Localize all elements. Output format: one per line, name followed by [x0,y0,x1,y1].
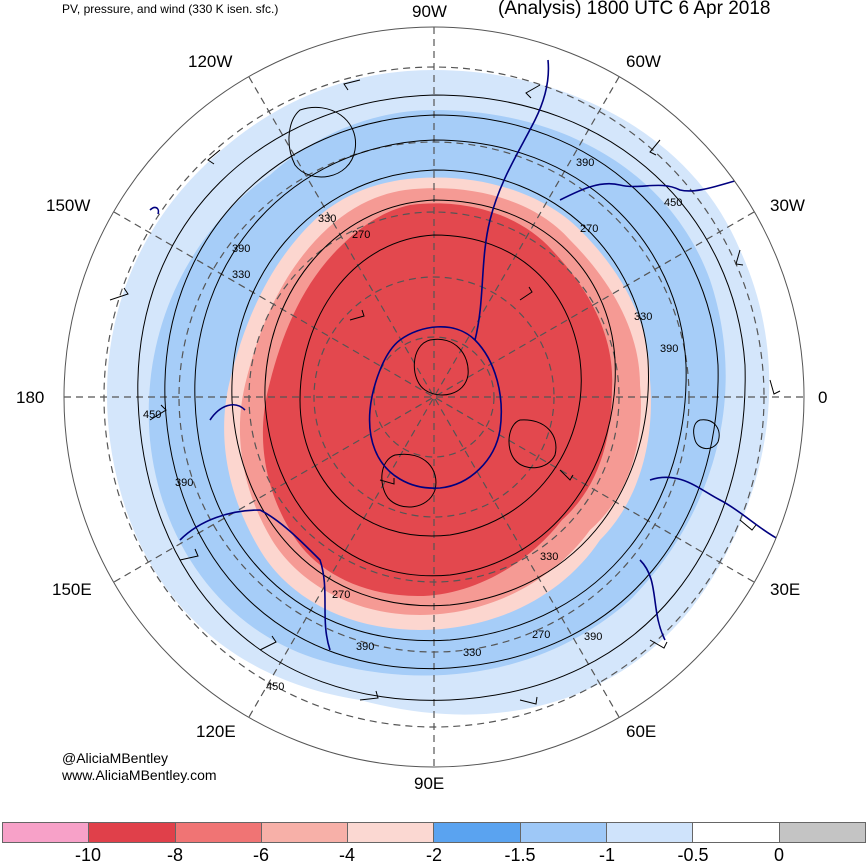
colorbar-swatch [693,823,780,842]
wind-barbs [109,79,781,705]
contour-label-450-c: 450 [266,681,284,693]
colorbar [2,822,866,843]
contour-label-450-b: 450 [664,197,682,209]
contour-label-390-b: 390 [576,157,594,169]
contour-label-390-e: 390 [356,641,374,653]
lon-label-90e: 90E [414,774,445,793]
contour-label-270-c: 270 [332,589,350,601]
lon-label-90w: 90W [412,2,447,21]
contour-labels: 270 270 270 270 330 330 330 330 330 390 … [143,157,682,693]
colorbar-tick: -4 [338,845,356,865]
colorbar-swatch [779,823,865,842]
contour-label-330-d: 330 [463,647,481,659]
credit-handle: @AliciaMBentley [62,750,169,766]
lon-label-60w: 60W [626,52,661,71]
contour-label-330-b: 330 [634,311,652,323]
colorbar-tick: -1 [598,845,616,865]
colorbar-swatch [89,823,176,842]
colorbar-swatch [607,823,694,842]
contour-label-330: 330 [318,213,336,225]
contour-label-390-f: 390 [584,631,602,643]
lon-label-60e: 60E [626,722,657,741]
colorbar-swatch [261,823,349,842]
lon-label-30w: 30W [770,196,805,215]
contour-label-270-d: 270 [532,629,550,641]
lon-label-120e: 120E [196,722,236,741]
colorbar-swatch [520,823,608,842]
coastlines [149,59,781,651]
lon-label-150w: 150W [46,196,91,215]
lon-label-0: 0 [818,388,828,407]
contour-label-270: 270 [352,229,370,241]
colorbar-swatch [175,823,262,842]
credit-block: @AliciaMBentley www.AliciaMBentley.com [62,750,217,784]
contour-label-330-e: 330 [232,269,250,281]
colorbar-swatch [3,823,90,842]
map-title: (Analysis) 1800 UTC 6 Apr 2018 [498,0,771,19]
colorbar-tick: -8 [166,845,184,865]
contour-label-450: 450 [143,409,161,421]
lon-label-120w: 120W [188,52,233,71]
colorbar-tick: -1.5 [504,845,536,865]
contour-label-390-c: 390 [660,343,678,355]
pressure-contours [137,94,746,701]
lon-label-30e: 30E [770,580,801,599]
colorbar-swatch [434,823,521,842]
map-boundary [63,26,805,768]
colorbar-swatch [348,823,435,842]
colorbar-tick: -2 [425,845,443,865]
contour-label-390-d: 390 [175,477,193,489]
polar-stereographic-map: 270 270 270 270 330 330 330 330 330 390 … [63,26,805,768]
contour-label-390: 390 [232,243,250,255]
lon-label-180: 180 [16,388,45,407]
contour-label-330-c: 330 [540,551,558,563]
colorbar-tick: 0 [773,845,785,865]
colorbar-tick: -6 [252,845,270,865]
colorbar-tick: -10 [74,845,102,865]
colorbar-tick: -0.5 [677,845,709,865]
map-subtitle: PV, pressure, and wind (330 K isen. sfc.… [62,2,279,16]
credit-website: www.AliciaMBentley.com [62,767,217,783]
lon-label-150e: 150E [52,580,92,599]
contour-label-270-b: 270 [580,223,598,235]
